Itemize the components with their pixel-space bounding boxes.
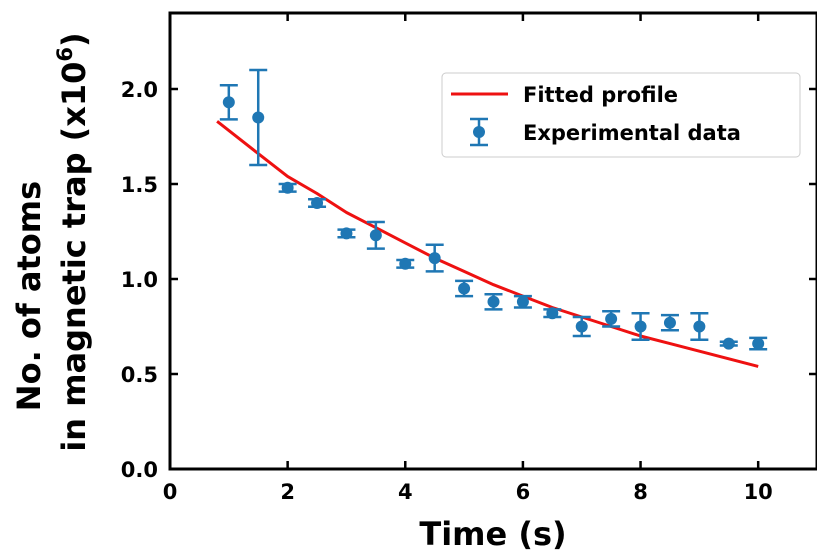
data-marker <box>399 257 412 270</box>
data-marker <box>311 197 324 209</box>
y-axis-title-line1: No. of atoms <box>10 181 48 411</box>
data-point <box>278 181 297 194</box>
axes-frame <box>168 11 817 471</box>
data-marker <box>222 96 235 109</box>
data-point <box>690 311 709 342</box>
data-point <box>749 336 768 351</box>
legend-data-label: Experimental data <box>523 121 741 145</box>
x-tick-label: 0 <box>163 480 178 504</box>
data-marker <box>516 295 529 308</box>
y-tick-label: 1.0 <box>121 268 158 292</box>
x-tick-label: 2 <box>280 480 295 504</box>
y-tick-label: 1.5 <box>121 173 158 197</box>
data-point <box>719 337 738 350</box>
y-tick-label: 2.0 <box>121 78 158 102</box>
y-tick-label: 0.5 <box>121 363 158 387</box>
data-marker <box>428 252 441 265</box>
data-point <box>572 315 591 338</box>
y-axis-title-line2: in magnetic trap (x106) <box>53 32 93 451</box>
x-tick-label: 10 <box>744 480 773 504</box>
data-marker <box>575 320 588 333</box>
data-point <box>660 313 679 332</box>
data-marker <box>605 312 618 325</box>
ticks: 0 2 4 6 8 10 0.0 0.5 1.0 1.5 2.0 <box>121 13 817 504</box>
data-point <box>396 257 415 270</box>
x-tick-label: 8 <box>633 480 648 504</box>
data-marker <box>722 337 735 350</box>
data-point <box>513 294 532 309</box>
data-point <box>455 279 474 298</box>
data-point <box>543 307 562 320</box>
x-tick-label: 6 <box>516 480 531 504</box>
data-point <box>631 311 650 342</box>
data-point <box>602 310 621 328</box>
data-marker <box>487 295 500 308</box>
y-axis-title-close: ) <box>55 32 93 47</box>
data-marker <box>340 227 353 240</box>
plot-content <box>216 68 768 368</box>
data-marker <box>634 320 647 333</box>
data-marker <box>252 111 265 124</box>
x-axis-title: Time (s) <box>419 515 566 553</box>
legend-fit-label: Fitted profile <box>523 83 678 107</box>
data-marker <box>458 282 471 295</box>
data-marker <box>663 316 676 329</box>
data-point <box>484 292 503 311</box>
legend: Fitted profile Experimental data <box>441 72 801 158</box>
plot-border <box>168 11 817 471</box>
data-marker <box>281 181 294 194</box>
data-point <box>366 220 385 250</box>
data-point <box>425 243 444 273</box>
data-marker <box>369 229 382 242</box>
legend-box <box>441 72 801 158</box>
y-tick-label: 0.0 <box>121 458 158 482</box>
y-axis-title-base: in magnetic trap (x10 <box>55 62 93 452</box>
data-point <box>308 197 327 209</box>
data-marker <box>693 320 706 333</box>
data-point <box>337 227 356 240</box>
y-axis-title-exponent: 6 <box>53 47 77 62</box>
data-marker <box>752 337 765 350</box>
data-point <box>219 83 238 121</box>
data-point <box>249 68 268 167</box>
fitted-profile-line <box>216 120 759 368</box>
x-tick-label: 4 <box>398 480 413 504</box>
data-marker <box>546 307 559 320</box>
legend-data-swatch <box>470 117 488 147</box>
